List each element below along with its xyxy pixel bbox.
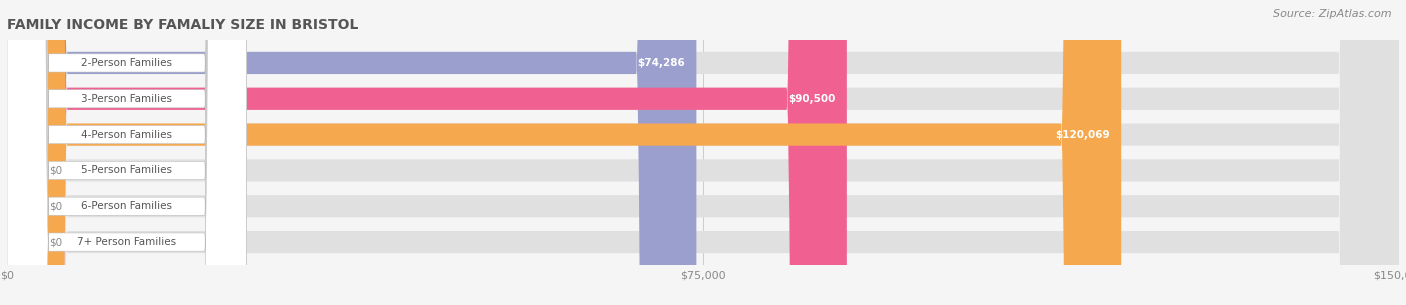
Text: $120,069: $120,069 bbox=[1056, 130, 1111, 140]
FancyBboxPatch shape bbox=[7, 0, 1399, 305]
Text: 6-Person Families: 6-Person Families bbox=[82, 201, 173, 211]
FancyBboxPatch shape bbox=[7, 0, 246, 305]
FancyBboxPatch shape bbox=[7, 0, 696, 305]
FancyBboxPatch shape bbox=[7, 0, 42, 305]
FancyBboxPatch shape bbox=[7, 0, 246, 305]
FancyBboxPatch shape bbox=[7, 0, 246, 305]
FancyBboxPatch shape bbox=[7, 0, 42, 305]
FancyBboxPatch shape bbox=[7, 0, 1121, 305]
Text: 7+ Person Families: 7+ Person Families bbox=[77, 237, 176, 247]
Text: $0: $0 bbox=[49, 201, 62, 211]
FancyBboxPatch shape bbox=[7, 0, 246, 305]
Text: $0: $0 bbox=[49, 165, 62, 175]
Text: Source: ZipAtlas.com: Source: ZipAtlas.com bbox=[1274, 9, 1392, 19]
Text: $74,286: $74,286 bbox=[637, 58, 685, 68]
FancyBboxPatch shape bbox=[7, 0, 1399, 305]
Text: 3-Person Families: 3-Person Families bbox=[82, 94, 173, 104]
Text: 5-Person Families: 5-Person Families bbox=[82, 165, 173, 175]
FancyBboxPatch shape bbox=[7, 0, 846, 305]
FancyBboxPatch shape bbox=[7, 0, 1399, 305]
Text: 4-Person Families: 4-Person Families bbox=[82, 130, 173, 140]
FancyBboxPatch shape bbox=[7, 0, 1399, 305]
Text: $90,500: $90,500 bbox=[789, 94, 835, 104]
Text: $0: $0 bbox=[49, 237, 62, 247]
FancyBboxPatch shape bbox=[7, 0, 246, 305]
FancyBboxPatch shape bbox=[7, 0, 246, 305]
Text: 2-Person Families: 2-Person Families bbox=[82, 58, 173, 68]
Text: FAMILY INCOME BY FAMALIY SIZE IN BRISTOL: FAMILY INCOME BY FAMALIY SIZE IN BRISTOL bbox=[7, 18, 359, 31]
FancyBboxPatch shape bbox=[7, 0, 42, 305]
FancyBboxPatch shape bbox=[7, 0, 1399, 305]
FancyBboxPatch shape bbox=[7, 0, 1399, 305]
